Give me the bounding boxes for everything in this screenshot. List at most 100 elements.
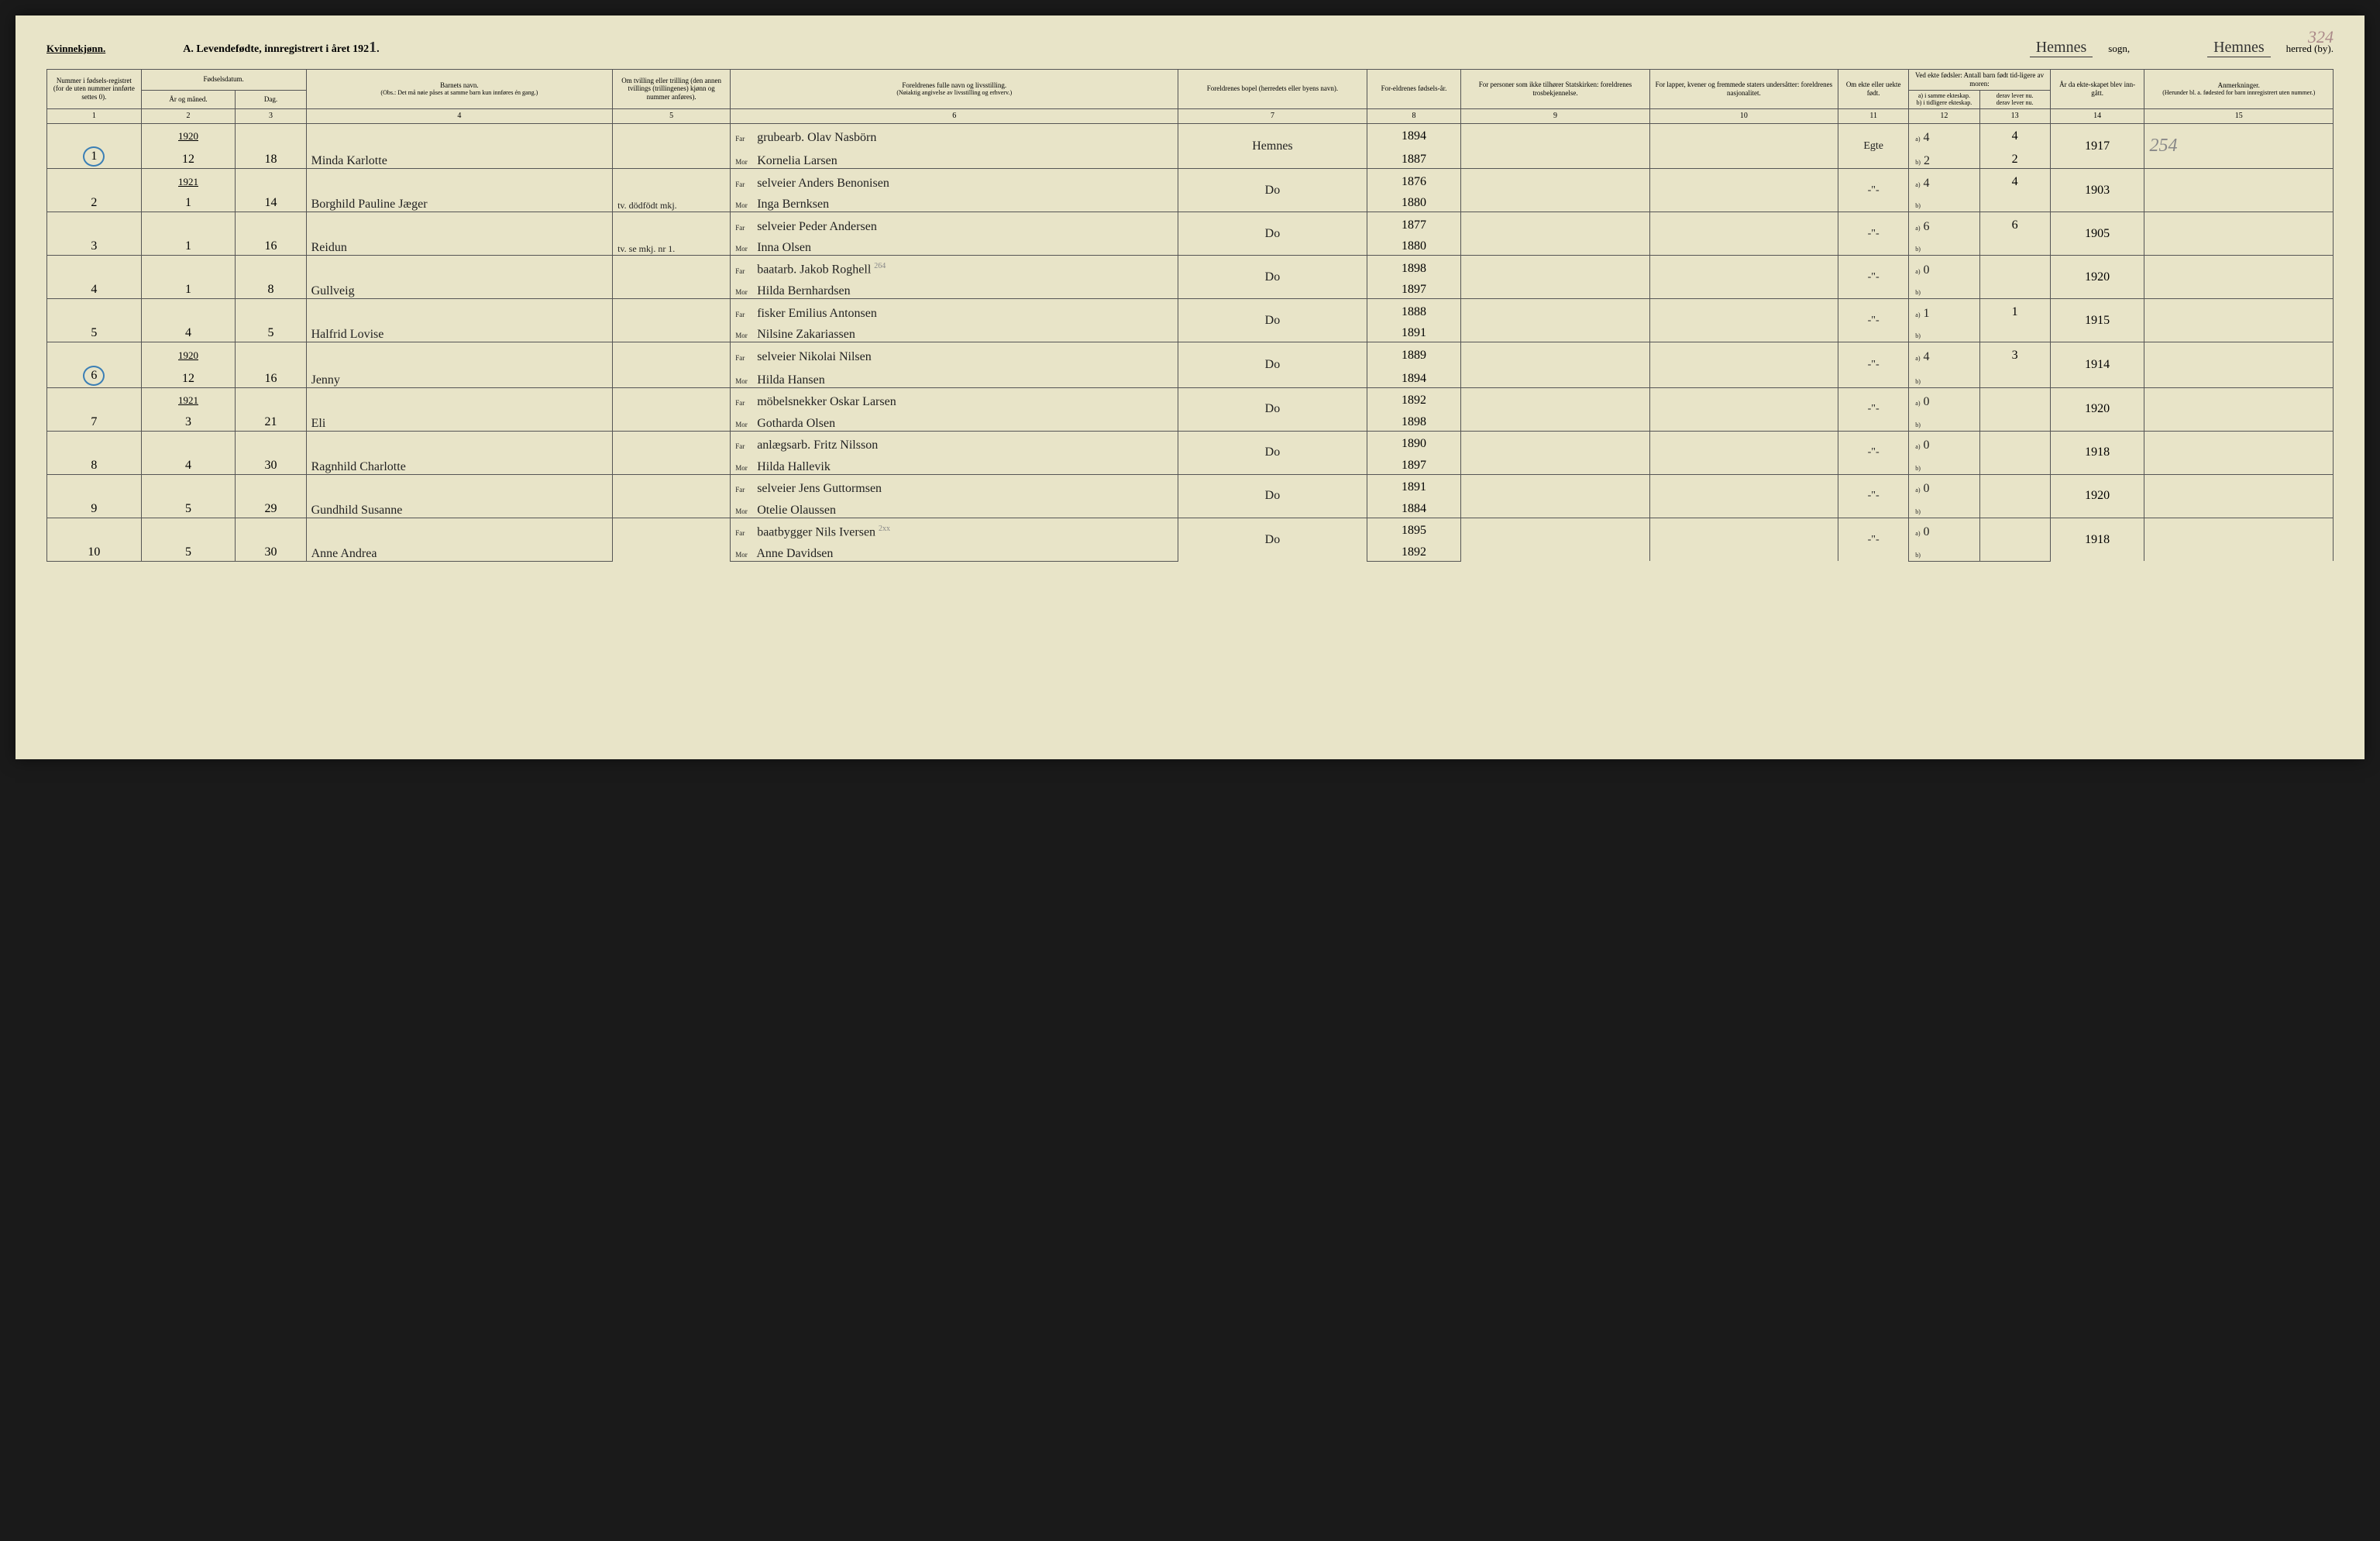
cell: Halfrid Lovise [306,321,613,342]
cell [141,518,236,539]
herred-value: Hemnes [2207,39,2271,57]
cell: 1877 [1367,212,1461,234]
cell: a) 0 [1909,256,1979,277]
table-row: 1920Far grubearb. Olav NasbörnHemnes1894… [47,123,2334,145]
cell [236,431,306,452]
cell: Do [1178,169,1367,212]
cell: Do [1178,518,1367,561]
cell: -"- [1838,387,1909,431]
cell [1461,299,1649,342]
cell [306,169,613,191]
cell: -"- [1838,169,1909,212]
cell [1649,123,1838,169]
cell: Far fisker Emilius Antonsen [731,299,1178,321]
cell [1649,299,1838,342]
cell: 6 [1979,212,2050,234]
cell [613,299,731,342]
col-header-2-3: Fødselsdatum. [141,70,306,91]
cell: 1888 [1367,299,1461,321]
cell [1979,518,2050,539]
cell: 1898 [1367,409,1461,431]
cell: 1894 [1367,123,1461,145]
cell [1979,474,2050,496]
col-header-4: Barnets navn. (Obs.: Det må nøie påses a… [306,70,613,109]
cell [306,299,613,321]
col-header-5: Om tvilling eller trilling (den annen tv… [613,70,731,109]
cell: 1 [47,145,142,169]
cell: tv. dödfödt mkj. [613,169,731,212]
col-header-9: For personer som ikke tilhører Statskirk… [1461,70,1649,109]
table-row: 1921Far möbelsnekker Oskar LarsenDo1892-… [47,387,2334,409]
cell: Far selveier Nikolai Nilsen [731,342,1178,364]
cell: 1920 [2050,256,2144,299]
cell [47,256,142,277]
cell: 1918 [2050,518,2144,561]
cell [1649,431,1838,474]
cell [1461,474,1649,518]
cell [236,256,306,277]
cell: Reidun [306,234,613,256]
cell: 1921 [141,387,236,409]
cell: b) 2 [1909,145,1979,169]
cell [1979,256,2050,277]
cell [2144,256,2334,299]
cell: Borghild Pauline Jæger [306,191,613,212]
cell [1649,169,1838,212]
cell [613,431,731,474]
cell: 1 [141,234,236,256]
cell: 1892 [1367,387,1461,409]
col-header-14: År da ekte-skapet blev inn-gått. [2050,70,2144,109]
cell: 7 [47,409,142,431]
cell: Far selveier Jens Guttormsen [731,474,1178,496]
table-row: Far anlægsarb. Fritz NilssonDo1890-"-a) … [47,431,2334,452]
col-header-15: Anmerkninger. (Herunder bl. a. fødested … [2144,70,2334,109]
cell [306,212,613,234]
cell [141,212,236,234]
cell: 4 [141,321,236,342]
cell [47,387,142,409]
cell: Far baatarb. Jakob Roghell 264 [731,256,1178,277]
column-number-row: 123456789101112131415 [47,108,2334,123]
cell [1461,212,1649,256]
col-number: 15 [2144,108,2334,123]
col-header-12a: a) i samme ekteskap. b) i tidligere ekte… [1909,90,1979,108]
cell: a) 0 [1909,474,1979,496]
cell: 14 [236,191,306,212]
cell [1649,474,1838,518]
sogn-value: Hemnes [2030,39,2093,57]
cell [1979,191,2050,212]
cell [1979,452,2050,474]
cell: b) [1909,277,1979,299]
cell: 1917 [2050,123,2144,169]
cell: 5 [236,321,306,342]
col-number: 1 [47,108,142,123]
cell [1461,169,1649,212]
cell: 1920 [141,342,236,364]
cell: 4 [1979,123,2050,145]
cell: 1914 [2050,342,2144,388]
cell [613,387,731,431]
cell: 9 [47,496,142,518]
cell: tv. se mkj. nr 1. [613,212,731,256]
table-row: tv. se mkj. nr 1.Far selveier Peder Ande… [47,212,2334,234]
cell: -"- [1838,256,1909,299]
cell [236,387,306,409]
cell [306,123,613,145]
cell: Mor Gotharda Olsen [731,409,1178,431]
cell: a) 0 [1909,431,1979,452]
cell: 16 [236,364,306,388]
header-row: Kvinnekjønn. A. Levendefødte, innregistr… [46,39,2334,57]
register-page: 324 Kvinnekjønn. A. Levendefødte, innreg… [15,15,2365,759]
cell: Mor Hilda Hansen [731,364,1178,388]
cell [1461,256,1649,299]
cell: Eli [306,409,613,431]
cell: a) 4 [1909,123,1979,145]
col-number: 12 [1909,108,1979,123]
col-header-12: Ved ekte fødsler: Antall barn født tid-l… [1909,70,2051,91]
table-row: 1921tv. dödfödt mkj.Far selveier Anders … [47,169,2334,191]
col-header-1: Nummer i fødsels-registret (for de uten … [47,70,142,109]
cell: 1 [141,277,236,299]
cell [306,256,613,277]
cell: -"- [1838,474,1909,518]
cell: Mor Inna Olsen [731,234,1178,256]
